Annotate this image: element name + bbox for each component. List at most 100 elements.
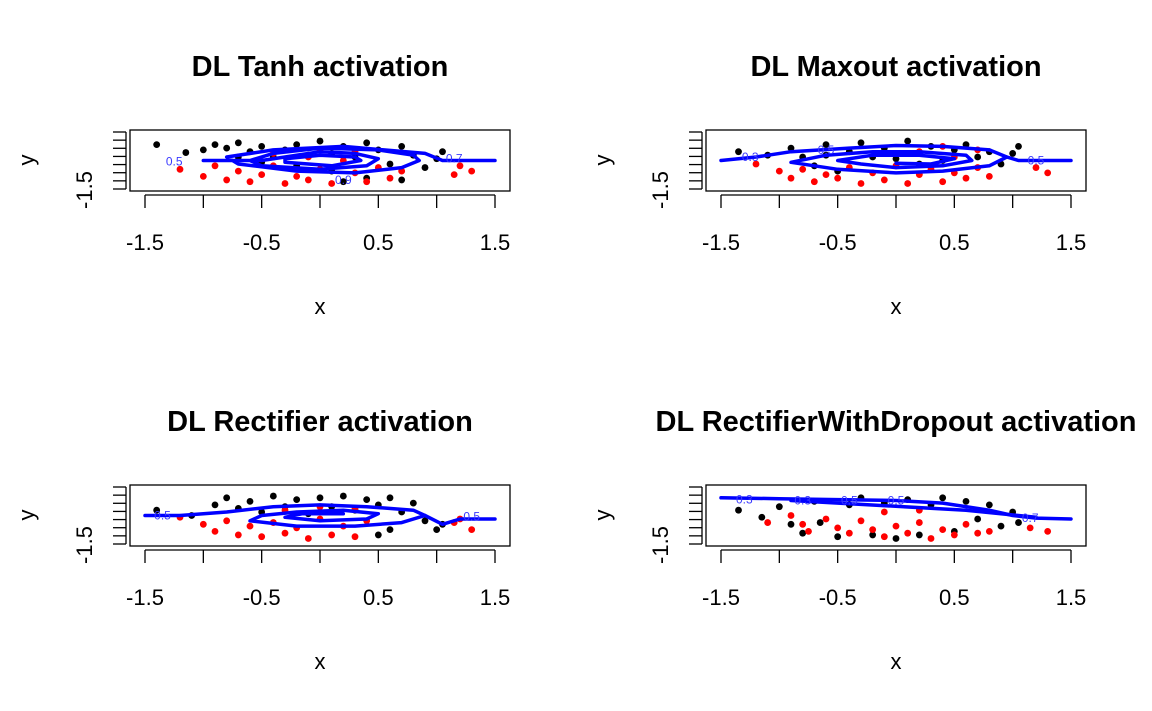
data-point-red: [199, 173, 207, 180]
x-tick-label: -0.5: [819, 230, 857, 255]
data-point-black: [421, 164, 429, 171]
data-point-red: [211, 162, 219, 170]
x-tick-label: 1.5: [480, 585, 511, 610]
data-point-red: [258, 533, 266, 541]
data-point-red: [246, 522, 254, 530]
y-tick-label: -1.5: [72, 526, 97, 564]
contour-line: [283, 153, 363, 168]
plot-frame: [129, 129, 511, 192]
contour-line: [1005, 155, 1073, 163]
x-tick-label: -0.5: [243, 585, 281, 610]
contour-line: [423, 513, 497, 527]
contour-label: 0.3: [742, 150, 759, 164]
data-point-black: [339, 492, 347, 500]
data-point-red: [892, 522, 900, 530]
data-point-red: [822, 515, 830, 523]
x-tick-label: 0.5: [939, 585, 970, 610]
data-point-red: [211, 528, 219, 535]
data-point-red: [468, 167, 476, 175]
contour-label: 0.5: [463, 509, 480, 523]
data-point-red: [950, 531, 958, 539]
data-point-red: [1044, 528, 1052, 535]
data-point-black: [1015, 142, 1022, 150]
contour-label: 0.9: [335, 173, 352, 187]
data-point-red: [450, 171, 458, 179]
data-point-red: [810, 178, 818, 186]
contour-label: 0.5: [888, 493, 905, 507]
data-point-black: [153, 506, 161, 514]
data-point-red: [456, 162, 464, 170]
x-tick-label: 1.5: [480, 230, 511, 255]
data-point-red: [939, 178, 947, 186]
data-point-red: [880, 508, 888, 516]
data-point-red: [1044, 169, 1052, 177]
data-point-black: [374, 531, 382, 539]
data-point-black: [339, 178, 347, 186]
data-point-black: [915, 531, 923, 539]
data-point-red: [775, 167, 783, 175]
data-point-black: [269, 492, 277, 500]
data-point-black: [974, 153, 982, 161]
data-point-red: [857, 180, 865, 187]
plot-frame: [129, 484, 511, 547]
data-point-red: [985, 173, 993, 180]
contour-label: 0.5: [1028, 154, 1045, 168]
chart-panel-2: DL Maxout activation -1.5 -0.5 0.5 1.5 x -1.5 y…: [590, 51, 1087, 319]
data-point-black: [199, 146, 207, 154]
data-point-red: [304, 535, 312, 542]
y-axis-label: y: [590, 155, 615, 166]
x-axis-label: x: [891, 649, 902, 674]
chart-title: DL Maxout activation: [750, 51, 1041, 83]
data-point-black: [211, 141, 219, 149]
data-point-black: [816, 519, 824, 526]
data-point-black: [775, 503, 783, 511]
data-point-red: [880, 176, 888, 184]
data-point-black: [316, 494, 324, 502]
data-point-red: [962, 174, 970, 182]
data-point-black: [433, 526, 441, 534]
data-point-black: [246, 497, 254, 505]
data-point-red: [799, 520, 807, 528]
data-point-black: [439, 148, 446, 156]
data-point-red: [869, 526, 877, 534]
y-tick-label: -1.5: [72, 171, 97, 209]
data-point-black: [962, 497, 970, 505]
data-point-red: [985, 528, 993, 535]
x-axis-label: x: [315, 294, 326, 319]
data-point-black: [153, 141, 161, 149]
data-point-red: [223, 176, 231, 184]
data-point-red: [904, 180, 912, 187]
data-point-black: [787, 520, 795, 528]
data-point-black: [386, 494, 394, 502]
x-tick-label: -1.5: [126, 585, 164, 610]
contour-line: [201, 144, 497, 175]
contour-label: 0.7: [1022, 511, 1039, 525]
data-point-black: [223, 144, 231, 152]
data-point-red: [281, 180, 289, 187]
data-point-red: [834, 174, 842, 182]
contour-label: 0.3: [794, 493, 811, 507]
data-point-red: [927, 535, 935, 542]
chart-title: DL Tanh activation: [192, 51, 449, 83]
data-point-black: [787, 144, 795, 152]
x-tick-label: 0.5: [363, 230, 394, 255]
data-point-red: [764, 519, 772, 526]
y-axis-label: y: [14, 510, 39, 521]
data-point-red: [281, 529, 289, 537]
data-point-black: [363, 496, 371, 503]
chart-title: DL Rectifier activation: [167, 406, 473, 438]
chart-panel-3: DL Rectifier activation -1.5 -0.5 0.5 1.5 x -1…: [14, 406, 511, 674]
data-point-black: [735, 148, 742, 156]
data-point-red: [799, 165, 807, 173]
data-point-black: [398, 176, 406, 184]
x-tick-label: -0.5: [819, 585, 857, 610]
data-point-red: [915, 519, 923, 526]
data-point-red: [1026, 524, 1034, 532]
data-point-black: [182, 149, 190, 156]
data-point-black: [398, 142, 406, 150]
contour-line: [789, 498, 1038, 520]
data-point-black: [293, 141, 301, 149]
data-point-black: [386, 160, 394, 168]
data-point-black: [985, 501, 993, 509]
data-point-black: [223, 494, 231, 502]
